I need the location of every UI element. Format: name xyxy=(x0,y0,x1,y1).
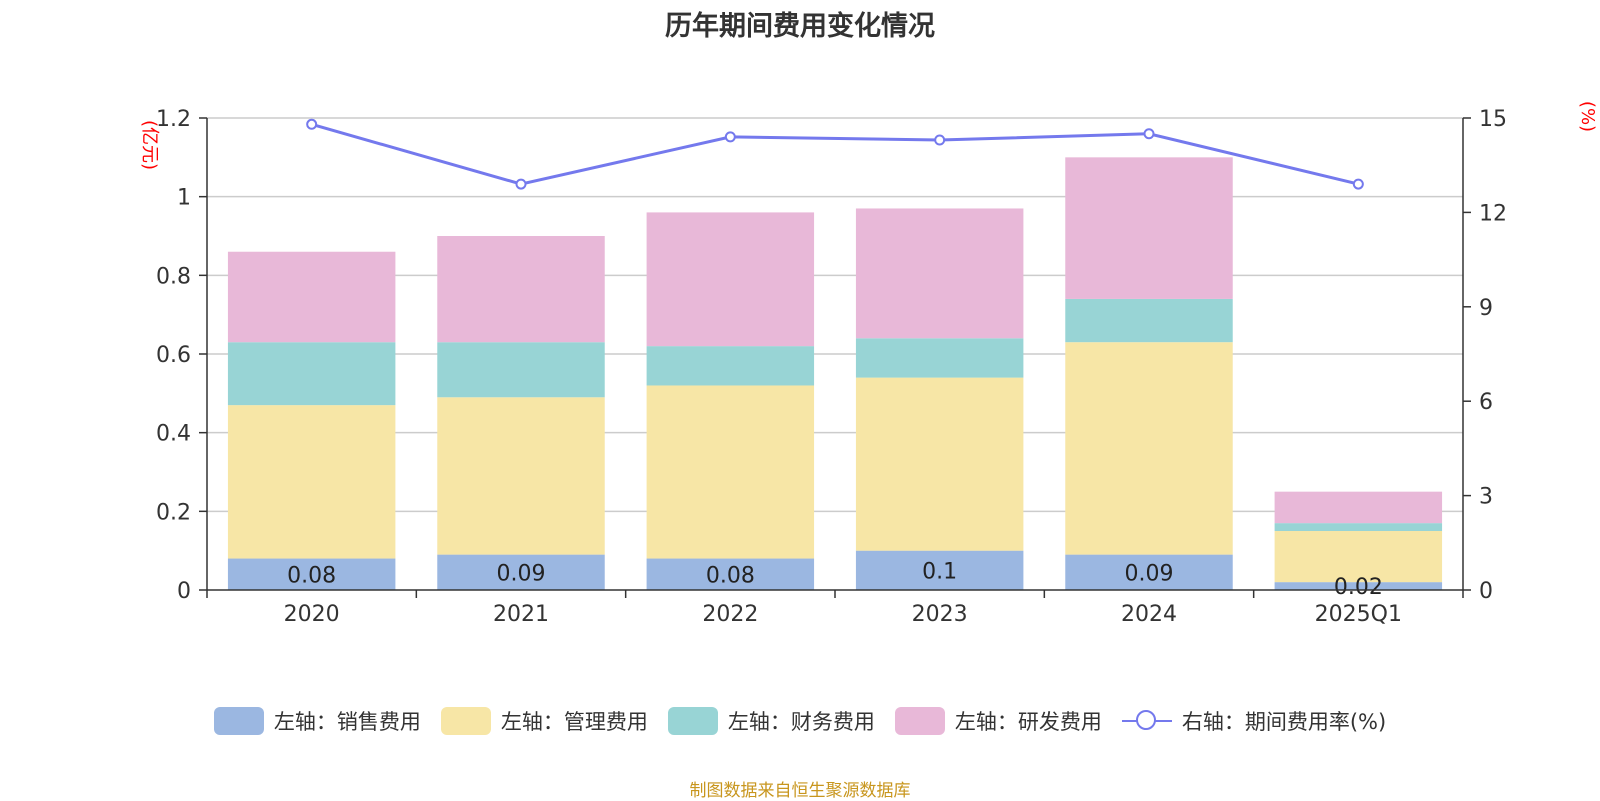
legend-label-sales: 左轴：销售费用 xyxy=(273,710,421,734)
left-axis-tick-label: 0.4 xyxy=(156,422,191,447)
legend: 左轴：销售费用 左轴：管理费用 左轴：财务费用 左轴：研发费用 右轴：期间费用率… xyxy=(0,706,1600,736)
bar-finance xyxy=(1274,523,1443,531)
bar-rd xyxy=(646,212,815,347)
bar-finance xyxy=(1065,298,1233,343)
expense-rate-point xyxy=(515,178,527,190)
bar-rd xyxy=(227,251,396,343)
legend-swatch-expense-rate xyxy=(1121,707,1172,735)
x-axis-tick-label: 2023 xyxy=(912,602,968,627)
right-axis-tick-label: 15 xyxy=(1479,107,1507,132)
legend-item-sales[interactable]: 左轴：销售费用 xyxy=(213,706,421,736)
expense-rate-point xyxy=(306,118,318,130)
right-axis-tick-label: 9 xyxy=(1479,296,1493,321)
expense-rate-point xyxy=(724,131,736,143)
left-axis-tick-label: 0.2 xyxy=(156,500,191,525)
legend-item-admin[interactable]: 左轴：管理费用 xyxy=(440,706,648,736)
x-axis-tick-label: 2021 xyxy=(493,602,549,627)
expense-rate-point xyxy=(1352,178,1364,190)
data-source-note: 制图数据来自恒生聚源数据库 xyxy=(689,781,911,801)
bar-rd xyxy=(1065,157,1233,299)
left-axis-tick-label: 1.2 xyxy=(156,107,191,132)
bar-admin xyxy=(1274,531,1443,583)
right-axis-tick-label: 3 xyxy=(1479,485,1493,510)
bar-data-label: 0.08 xyxy=(287,563,336,588)
bar-sales xyxy=(646,558,815,590)
bar-sales xyxy=(437,554,605,590)
bar-sales xyxy=(1065,554,1233,590)
legend-label-rd: 左轴：研发费用 xyxy=(954,710,1102,734)
expense-rate-line xyxy=(311,122,1359,186)
bar-sales xyxy=(855,550,1024,590)
chart-title: 历年期间费用变化情况 xyxy=(665,11,935,42)
x-axis-tick-label: 2024 xyxy=(1121,602,1177,627)
bar-data-label: 0.02 xyxy=(1334,575,1383,600)
bar-rd xyxy=(1274,491,1443,524)
legend-label-admin: 左轴：管理费用 xyxy=(500,710,648,734)
legend-label-finance: 左轴：财务费用 xyxy=(727,710,875,734)
x-axis-tick-label: 2025Q1 xyxy=(1315,602,1402,627)
bar-sales xyxy=(227,558,396,590)
chart-plot: 0 0.2 0.4 0.6 0.8 1 1.2 0 3 6 9 12 15 0.08 0.09 0.08 0.1… xyxy=(156,107,1507,627)
bar-data-label: 0.1 xyxy=(922,559,957,584)
legend-item-finance[interactable]: 左轴：财务费用 xyxy=(667,706,875,736)
legend-label-expense-rate: 右轴：期间费用率(%) xyxy=(1181,710,1387,734)
bar-admin xyxy=(437,397,605,555)
left-axis-tick-label: 1 xyxy=(177,186,191,211)
left-axis-tick-label: 0.8 xyxy=(156,264,191,289)
bar-finance xyxy=(227,342,396,406)
legend-swatch-finance xyxy=(667,707,718,735)
right-axis-tick-label: 0 xyxy=(1479,579,1493,604)
legend-item-expense-rate[interactable]: 右轴：期间费用率(%) xyxy=(1121,706,1387,736)
left-axis-tick-label: 0.6 xyxy=(156,343,191,368)
bar-data-label: 0.09 xyxy=(497,561,546,586)
legend-swatch-admin xyxy=(440,707,491,735)
bar-rd xyxy=(855,208,1024,339)
right-axis-tick-label: 6 xyxy=(1479,390,1493,415)
bar-finance xyxy=(855,338,1024,378)
x-axis-tick-label: 2020 xyxy=(284,602,340,627)
bar-data-label: 0.09 xyxy=(1125,561,1174,586)
bar-admin xyxy=(1065,342,1233,555)
bar-admin xyxy=(646,385,815,559)
left-axis-tick-label: 0 xyxy=(177,579,191,604)
x-axis-tick-label: 2022 xyxy=(702,602,758,627)
bar-data-label: 0.08 xyxy=(706,563,755,588)
bar-finance xyxy=(437,342,605,398)
legend-swatch-sales xyxy=(213,707,264,735)
expense-rate-point xyxy=(934,134,946,146)
bar-finance xyxy=(646,346,815,386)
bar-rd xyxy=(437,236,605,343)
legend-swatch-rd xyxy=(894,707,945,735)
bar-sales xyxy=(1274,582,1443,590)
right-axis-tick-label: 12 xyxy=(1479,201,1507,226)
bar-admin xyxy=(855,377,1024,551)
bar-admin xyxy=(227,405,396,559)
expense-rate-point xyxy=(1143,128,1155,140)
legend-item-rd[interactable]: 左轴：研发费用 xyxy=(894,706,1102,736)
